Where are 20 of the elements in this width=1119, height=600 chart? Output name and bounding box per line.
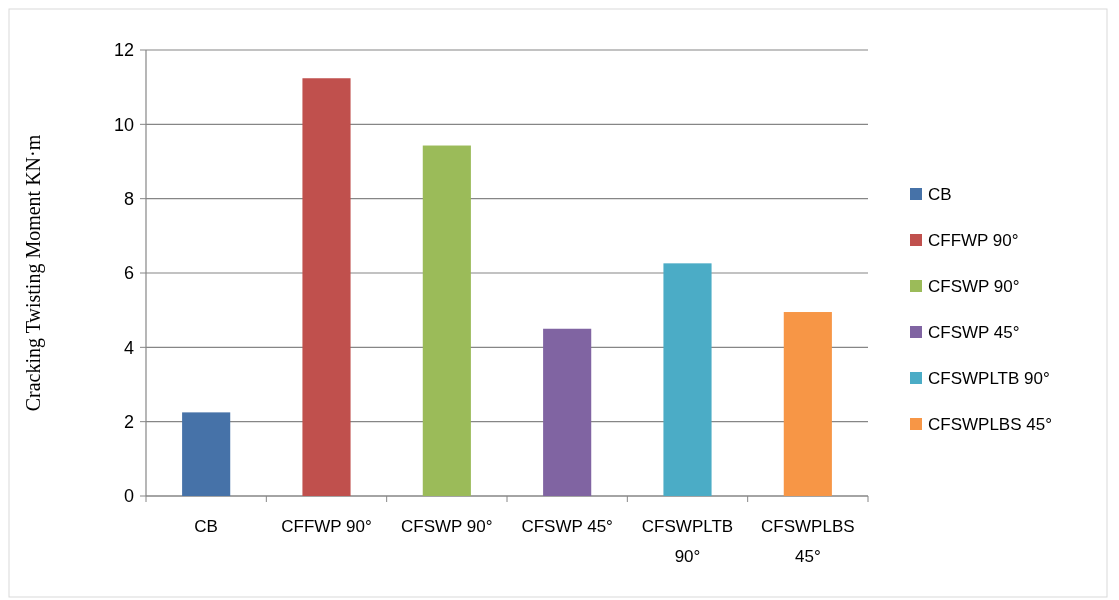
legend-label: CFSWP 90° xyxy=(928,276,1020,296)
y-tick-label: 0 xyxy=(123,486,134,507)
x-tick-label: CFFWP 90° xyxy=(281,517,372,536)
legend-label: CFSWP 45° xyxy=(928,322,1020,342)
x-tick-label: CFSWPLTB 90° xyxy=(641,517,734,566)
y-tick-label: 12 xyxy=(113,40,134,61)
legend-label: CB xyxy=(928,184,952,204)
y-tick-label: 6 xyxy=(123,263,134,284)
y-tick-label: 4 xyxy=(123,337,134,358)
x-tick-label: CFSWP 90° xyxy=(401,517,493,536)
x-tick-label: CFSWPLBS 45° xyxy=(761,517,855,566)
y-tick-label: 8 xyxy=(123,188,134,209)
legend-label: CFFWP 90° xyxy=(928,230,1019,250)
y-tick-label: 2 xyxy=(123,411,134,432)
legend-label: CFSWPLTB 90° xyxy=(928,368,1050,388)
y-tick-label: 10 xyxy=(113,114,134,135)
x-tick-label: CB xyxy=(194,517,218,536)
legend-label: CFSWPLBS 45° xyxy=(928,414,1052,434)
y-axis-title: Cracking Twisting Moment KN·m xyxy=(22,134,45,412)
x-tick-label: CFSWP 45° xyxy=(521,517,613,536)
